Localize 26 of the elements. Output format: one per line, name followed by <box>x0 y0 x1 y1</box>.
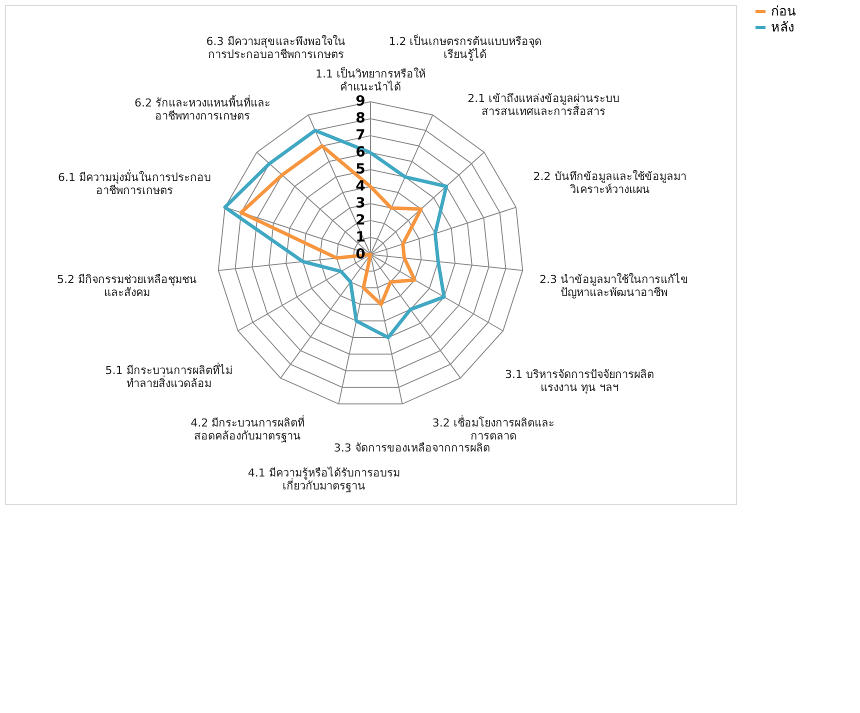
y-tick-label: 1 <box>356 230 366 246</box>
spoke-label: 3.3 จัดการของเหลือจากการผลิต <box>334 442 490 455</box>
spoke-label: 6.3 มีความสุขและพึงพอใจใน การประกอบอาชีพการเกษตร <box>206 35 346 62</box>
y-tick-label: 9 <box>356 94 366 110</box>
spoke-label: 3.1 บริหารจัดการปัจจัยการผลิต แรงงาน ทุน ฯลฯ <box>505 368 654 394</box>
spoke-label: 1.2 เป็นเกษตรกรต้นแบบหรือจุด เรียนรู้ได้ <box>388 34 542 62</box>
legend-label: หลัง <box>771 20 794 36</box>
y-tick-label: 0 <box>356 246 366 262</box>
spoke-label: 4.1 มีความรู้หรือได้รับการอบรม เกี่ยวกับมาตรฐาน <box>248 466 400 493</box>
spoke-label: 5.1 มีกระบวนการผลิตที่ไม่ ทำลายสิ่งแวดล้อม <box>105 362 232 390</box>
legend-label: ก่อน <box>771 4 796 20</box>
spoke-label: 1.1 เป็นวิทยากรหรือให้ คำแนะนำได้ <box>316 66 426 94</box>
y-tick-label: 8 <box>356 110 366 127</box>
spoke-label: 5.2 มีกิจกรรมช่วยเหลือชุมชน และสังคม <box>57 273 198 300</box>
spoke-label: 2.1 เข้าถึงแหล่งข้อมูลผ่านระบบ สารสนเทศและการสื่อสาร <box>468 92 620 118</box>
spoke-label: 3.2 เชื่อมโยงการผลิตและ การตลาด <box>432 414 554 442</box>
spoke-label: 2.3 นำข้อมูลมาใช้ในการแก้ไข ปัญหาและพัฒนาอาชีพ <box>539 273 688 300</box>
spoke-label: 2.2 บันทึกข้อมูลและใช้ข้อมูลมา วิเคราะห์วางแผน <box>533 170 686 196</box>
spoke-label: 4.2 มีกระบวนการผลิตที่ สอดคล้องกับมาตรฐาน <box>190 414 305 442</box>
spoke-label: 6.2 รักและหวงแหนพื้นที่และ อาชีพทางการเกษตร <box>134 94 270 122</box>
spoke-label: 6.1 มีความมุ่งมั่นในการประกอบ อาชีพการเกษตร <box>58 168 211 197</box>
y-tick-label: 5 <box>356 162 366 178</box>
y-tick-label: 7 <box>356 128 366 144</box>
y-tick-label: 4 <box>356 178 366 195</box>
y-tick-label: 3 <box>356 196 366 212</box>
y-tick-label: 2 <box>356 212 366 229</box>
